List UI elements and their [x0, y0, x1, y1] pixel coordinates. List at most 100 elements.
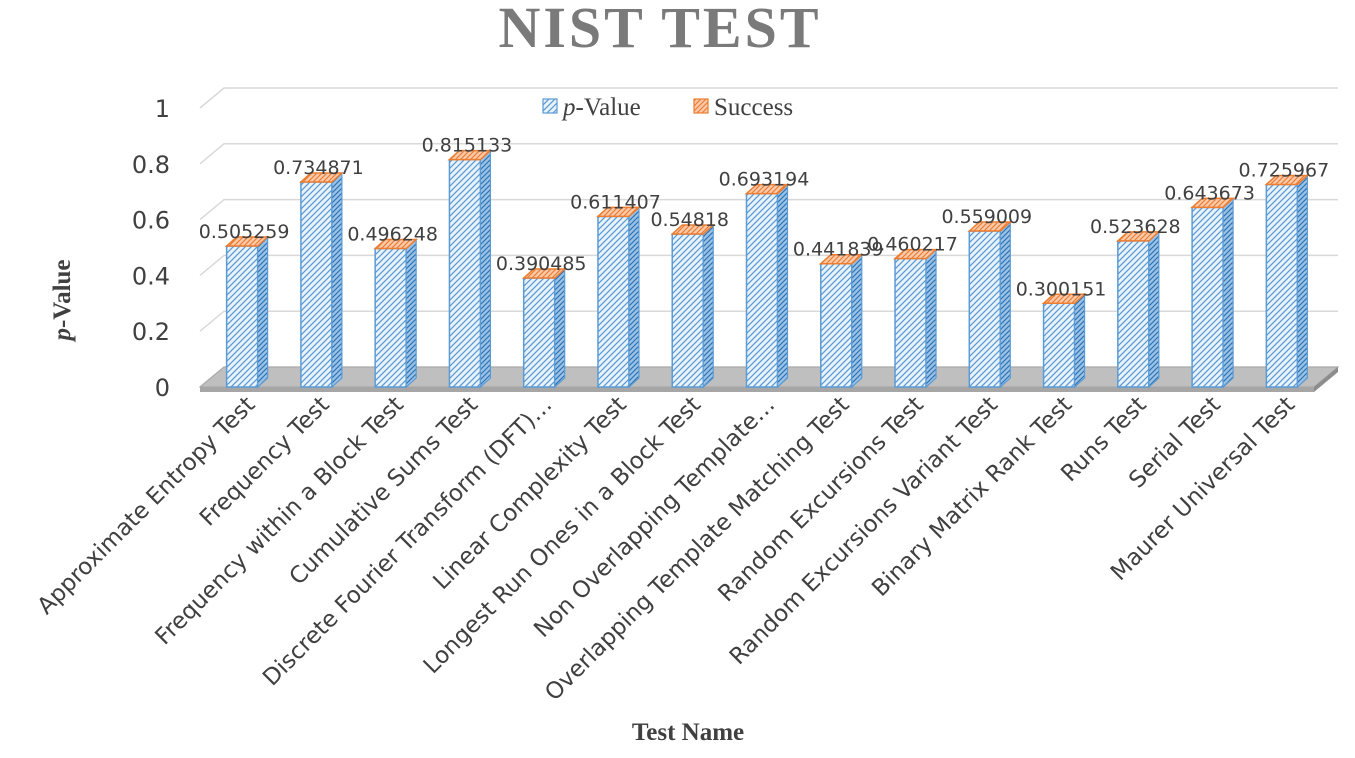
bar-success-cap — [1041, 293, 1087, 305]
bar-success-cap — [373, 238, 419, 250]
bar-pvalue-side — [1222, 197, 1234, 389]
data-label: 0.559009 — [941, 206, 1032, 228]
bar-pvalue — [1117, 240, 1150, 388]
data-label: 0.734871 — [273, 157, 364, 179]
bar-pvalue-side — [999, 220, 1011, 389]
bar-pvalue — [225, 245, 259, 388]
bar-pvalue-side — [776, 183, 789, 389]
bar-pvalue — [968, 230, 1002, 388]
bar-pvalue-side — [554, 267, 566, 389]
bar-pvalue-side — [331, 171, 343, 389]
bar-group — [818, 253, 864, 389]
bar-pvalue — [300, 181, 333, 388]
bar-group — [744, 183, 790, 389]
data-label: 0.441839 — [793, 239, 884, 261]
legend-label-pvalue: p-Value — [561, 94, 641, 121]
bar-pvalue-side — [1296, 174, 1308, 389]
y-axis-title: p-Value — [49, 259, 76, 342]
floor-edge — [200, 387, 1314, 392]
bar-success-cap — [893, 248, 938, 260]
bar-pvalue — [374, 247, 407, 388]
bar-pvalue-side — [1148, 230, 1160, 389]
data-label: 0.390485 — [496, 253, 587, 275]
y-tick-label: 0 — [155, 374, 170, 402]
bar-group — [670, 223, 716, 389]
bar-success-cap — [521, 268, 567, 279]
legend-swatch-pvalue — [542, 98, 558, 114]
bar-group — [893, 248, 938, 389]
bar-pvalue-side — [702, 223, 714, 389]
floor-side — [1314, 367, 1338, 392]
bar-pvalue-side — [405, 238, 417, 389]
bar-group — [224, 235, 270, 389]
data-label: 0.496248 — [347, 224, 438, 246]
gridline — [199, 198, 1338, 221]
bar-group — [447, 149, 493, 389]
data-label: 0.505259 — [199, 221, 290, 243]
bar-group — [1264, 174, 1310, 389]
data-label: 0.693194 — [719, 169, 810, 191]
y-tick-label: 0.2 — [132, 318, 170, 346]
bar-success-cap — [670, 224, 716, 235]
bar-pvalue — [820, 262, 853, 388]
y-tick-label: 0.8 — [132, 151, 170, 179]
category-label: Random Excursions Variant Test — [725, 392, 1003, 670]
data-labels: 0.505259 0.734871 0.496248 0.815133 0.390485… — [199, 135, 1329, 301]
data-label: 0.460217 — [867, 234, 958, 256]
bar-group — [298, 171, 344, 389]
bar-pvalue-side — [925, 248, 937, 389]
data-label: 0.815133 — [422, 135, 513, 157]
bar-group — [596, 206, 641, 389]
data-label: 0.725967 — [1239, 159, 1330, 181]
data-label: 0.523628 — [1090, 216, 1181, 238]
bar-success-cap — [818, 253, 864, 265]
bar-pvalue — [894, 257, 927, 388]
bar-pvalue-side — [257, 235, 269, 389]
data-label: 0.300151 — [1016, 278, 1107, 300]
category-label: Frequency Test — [195, 392, 335, 532]
gridline — [199, 87, 1338, 109]
gridline — [199, 143, 1338, 165]
bar-success-cap — [224, 236, 270, 247]
bar-pvalue — [745, 192, 779, 388]
bar-pvalue — [597, 215, 630, 388]
data-label: 0.643673 — [1164, 182, 1255, 204]
bars — [224, 149, 1310, 389]
bar-pvalue — [1265, 183, 1299, 388]
bar-success-cap — [596, 206, 641, 218]
bar-pvalue — [671, 233, 704, 388]
y-tick-label: 0.4 — [132, 262, 170, 290]
data-label: 0.54818 — [650, 209, 729, 231]
y-tick-label: 1 — [155, 95, 170, 123]
gridline — [199, 254, 1338, 276]
y-axis-ticks: 0 0.2 0.4 0.6 0.8 1 — [132, 95, 170, 402]
bar-group — [967, 220, 1013, 389]
data-label: 0.611407 — [570, 191, 661, 213]
gridline — [199, 310, 1338, 332]
category-label: Longest Run Ones in a Block Test — [419, 392, 706, 679]
y-tick-label: 0.6 — [132, 207, 170, 235]
bar-success-cap — [447, 149, 493, 161]
bar-success-cap — [744, 183, 790, 195]
bar-pvalue — [1042, 302, 1076, 388]
bar-group — [1190, 197, 1236, 389]
legend-swatch-success — [693, 98, 709, 114]
bar-success-cap — [1190, 197, 1236, 209]
bar-pvalue-side — [628, 206, 640, 389]
bar-group — [1115, 230, 1161, 389]
bar-pvalue — [448, 158, 482, 388]
bar-success-cap — [967, 221, 1013, 232]
legend-label-success: Success — [714, 94, 793, 121]
bar-pvalue-side — [479, 149, 492, 389]
bar-success-cap — [1115, 231, 1161, 242]
bar-pvalue-side — [1073, 292, 1086, 389]
x-axis-title: Test Name — [632, 719, 744, 746]
bar-pvalue — [522, 277, 556, 388]
chart-title: NIST TEST — [498, 0, 821, 60]
bar-group — [521, 267, 567, 389]
bar-pvalue — [1191, 206, 1224, 388]
bar-success-cap — [298, 172, 344, 183]
legend: p-Value Success — [542, 94, 793, 121]
